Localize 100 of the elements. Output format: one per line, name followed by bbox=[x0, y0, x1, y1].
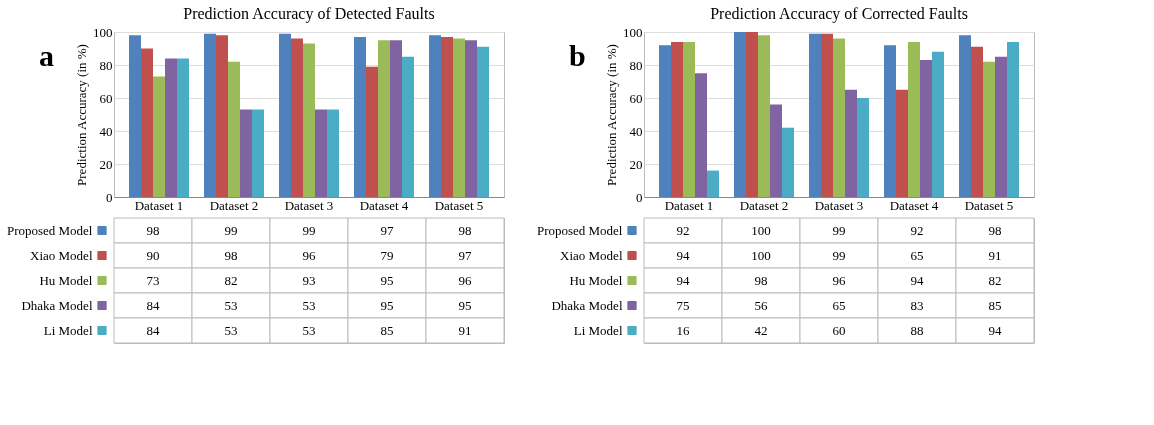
chart-title: Prediction Accuracy of Corrected Faults bbox=[710, 5, 968, 23]
legend-label: Li Model bbox=[573, 322, 623, 338]
data-label: 85 bbox=[988, 297, 1002, 313]
data-label: 53 bbox=[224, 297, 238, 313]
bar bbox=[402, 56, 414, 197]
data-label: 73 bbox=[146, 272, 160, 288]
data-label: 98 bbox=[754, 272, 768, 288]
bar bbox=[354, 36, 366, 197]
text: a bbox=[39, 39, 54, 72]
text: b bbox=[569, 39, 586, 72]
bar bbox=[453, 38, 465, 197]
data-label: 79 bbox=[380, 247, 394, 263]
bar bbox=[252, 109, 264, 197]
data-label: 82 bbox=[224, 272, 238, 288]
data-label: 92 bbox=[676, 222, 690, 238]
legend-label: Hu Model bbox=[39, 272, 93, 288]
data-label: 99 bbox=[832, 247, 846, 263]
data-label: 98 bbox=[224, 247, 238, 263]
data-label: 85 bbox=[380, 322, 394, 338]
x-tick-label: Dataset 2 bbox=[739, 197, 789, 213]
y-tick-label: 100 bbox=[623, 24, 643, 40]
data-label: 82 bbox=[988, 272, 1002, 288]
data-label: 98 bbox=[146, 222, 160, 238]
chart-title: Prediction Accuracy of Detected Faults bbox=[183, 5, 435, 23]
legend-label: Dhaka Model bbox=[551, 297, 623, 313]
y-tick-label: 0 bbox=[106, 189, 113, 205]
bar bbox=[441, 36, 453, 197]
x-tick-label: Dataset 2 bbox=[209, 197, 259, 213]
bar bbox=[857, 98, 869, 197]
bar bbox=[390, 40, 402, 197]
y-tick-label: 80 bbox=[629, 57, 643, 73]
bar bbox=[782, 127, 794, 197]
bar bbox=[366, 66, 378, 197]
data-label: 65 bbox=[832, 297, 846, 313]
x-tick-label: Dataset 4 bbox=[889, 197, 939, 213]
data-label: 84 bbox=[146, 297, 160, 313]
data-label: 99 bbox=[302, 222, 316, 238]
data-label: 100 bbox=[751, 222, 771, 238]
data-label: 98 bbox=[988, 222, 1002, 238]
x-tick-label: Dataset 5 bbox=[434, 197, 484, 213]
bar bbox=[695, 73, 707, 197]
data-label: 94 bbox=[676, 247, 690, 263]
data-label: 83 bbox=[910, 297, 924, 313]
x-tick-label: Dataset 3 bbox=[814, 197, 864, 213]
data-label: 95 bbox=[380, 272, 394, 288]
data-label: 56 bbox=[754, 297, 768, 313]
bar bbox=[809, 33, 821, 197]
data-label: 92 bbox=[910, 222, 924, 238]
bar bbox=[971, 46, 983, 197]
bar bbox=[833, 38, 845, 197]
bar bbox=[165, 58, 177, 197]
legend-label: Proposed Model bbox=[536, 222, 623, 238]
bar bbox=[683, 41, 695, 197]
bar bbox=[920, 60, 932, 197]
y-axis-title: Prediction Accuracy (in %) bbox=[604, 44, 619, 186]
bar bbox=[204, 33, 216, 197]
data-label: 53 bbox=[224, 322, 238, 338]
bar bbox=[315, 109, 327, 197]
data-label: 91 bbox=[458, 322, 472, 338]
data-label: 90 bbox=[146, 247, 160, 263]
bar bbox=[228, 61, 240, 197]
bar bbox=[707, 170, 719, 197]
bar bbox=[153, 76, 165, 197]
y-tick-label: 0 bbox=[636, 189, 643, 205]
bar bbox=[896, 89, 908, 197]
bar bbox=[216, 35, 228, 197]
legend-label: Dhaka Model bbox=[21, 297, 93, 313]
bar bbox=[465, 40, 477, 197]
bar bbox=[932, 51, 944, 197]
legend-label: Proposed Model bbox=[6, 222, 93, 238]
bar bbox=[279, 33, 291, 197]
data-label: 95 bbox=[380, 297, 394, 313]
data-label: 60 bbox=[832, 322, 846, 338]
bar bbox=[821, 33, 833, 197]
data-label: 84 bbox=[146, 322, 160, 338]
data-label: 93 bbox=[302, 272, 316, 288]
bar bbox=[129, 35, 141, 197]
bar bbox=[746, 32, 758, 197]
legend-label: Hu Model bbox=[569, 272, 623, 288]
data-label: 97 bbox=[380, 222, 394, 238]
bar bbox=[884, 45, 896, 197]
bar bbox=[378, 40, 390, 197]
bar bbox=[671, 41, 683, 197]
y-tick-label: 100 bbox=[93, 24, 113, 40]
bar bbox=[734, 32, 746, 197]
legend-label: Li Model bbox=[43, 322, 93, 338]
data-label: 94 bbox=[910, 272, 924, 288]
bar bbox=[770, 104, 782, 197]
data-label: 99 bbox=[224, 222, 238, 238]
bar bbox=[659, 45, 671, 197]
data-label: 94 bbox=[988, 322, 1002, 338]
bar bbox=[429, 35, 441, 197]
legend-label: Xiao Model bbox=[560, 247, 623, 263]
y-tick-label: 60 bbox=[629, 90, 643, 106]
y-tick-label: 20 bbox=[629, 156, 643, 172]
data-label: 75 bbox=[676, 297, 690, 313]
data-label: 94 bbox=[676, 272, 690, 288]
y-tick-label: 40 bbox=[629, 123, 643, 139]
bar bbox=[303, 43, 315, 197]
bar bbox=[995, 56, 1007, 197]
